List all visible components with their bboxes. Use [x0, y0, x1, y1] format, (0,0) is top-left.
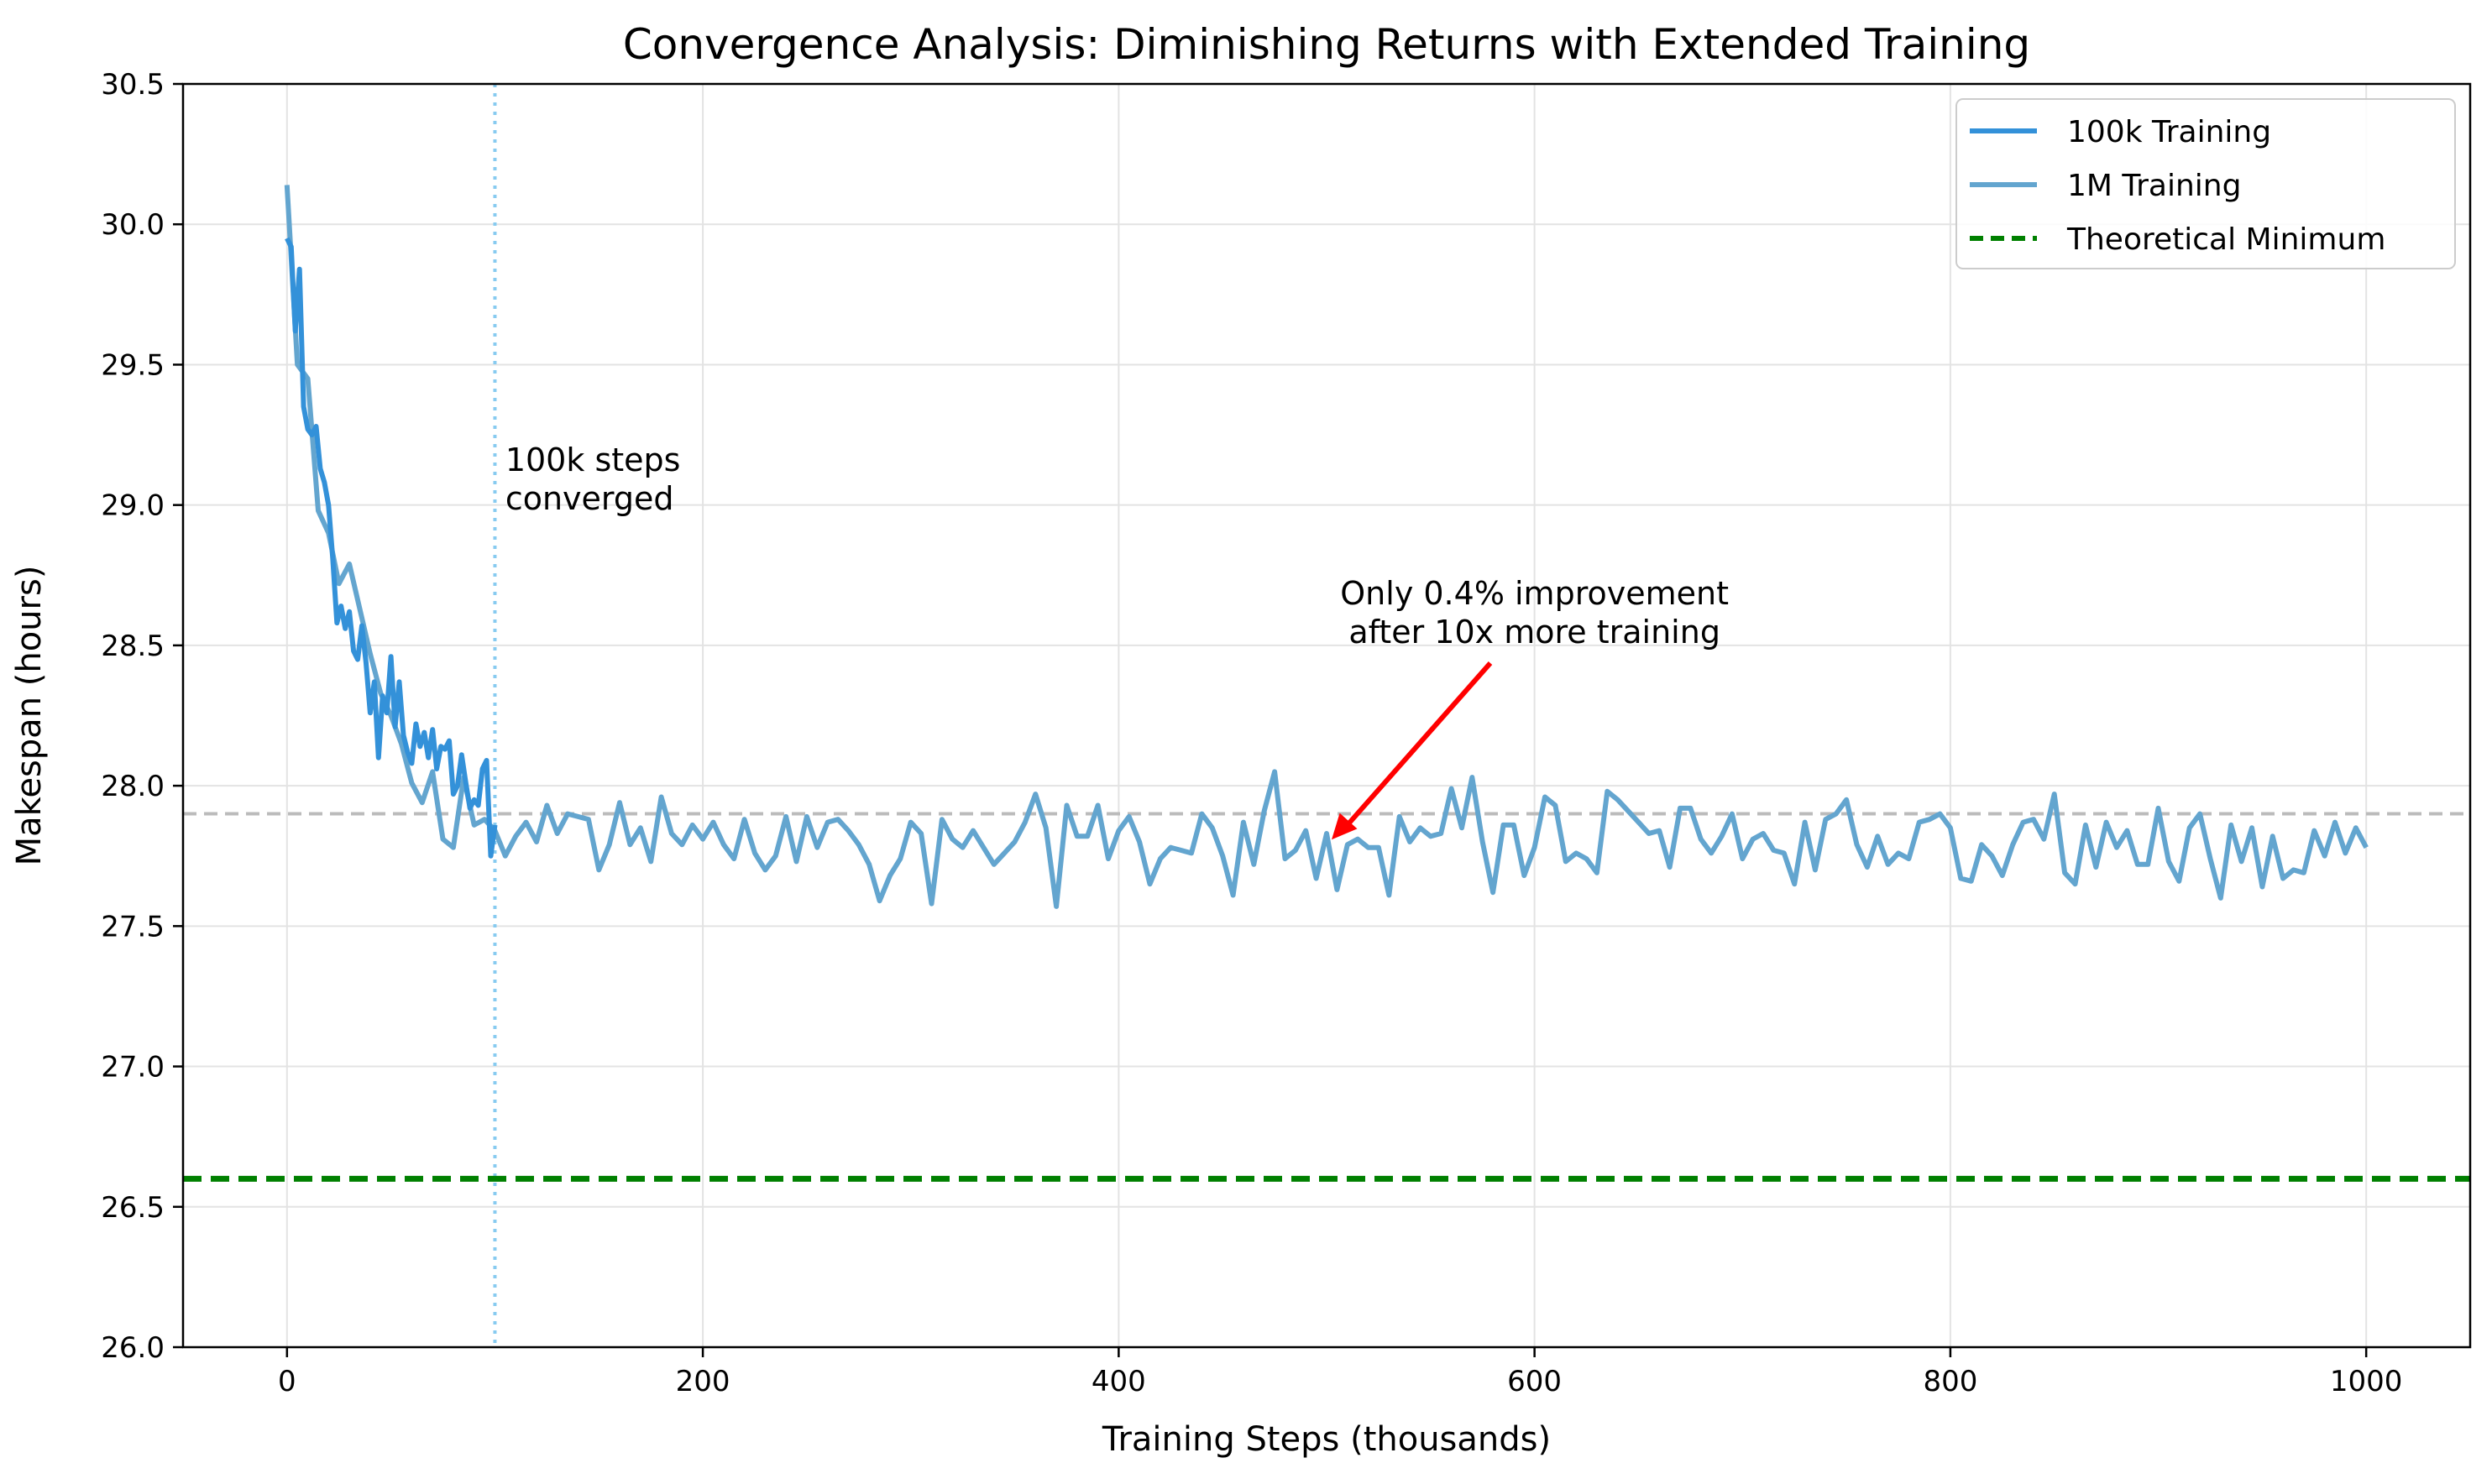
y-tick-label: 30.0	[101, 208, 165, 242]
x-tick-label: 600	[1507, 1365, 1562, 1398]
y-tick-label: 26.5	[101, 1191, 165, 1225]
x-axis-label: Training Steps (thousands)	[1102, 1420, 1551, 1459]
y-tick-label: 27.5	[101, 910, 165, 943]
legend-item-100k-label: 100k Training	[2067, 115, 2271, 149]
series-100k-training	[285, 237, 498, 859]
y-tick-label: 28.5	[101, 630, 165, 663]
y-tick-label: 29.5	[101, 348, 165, 382]
series-1m-training	[284, 185, 2369, 909]
series-layer	[183, 185, 2470, 1182]
annotation-arrow-shaft	[1341, 661, 1493, 832]
annotation-arrow-head	[1332, 813, 1358, 840]
legend: 100k Training 1M Training Theoretical Mini…	[1955, 98, 2456, 269]
x-tick-label: 1000	[2330, 1365, 2403, 1398]
y-tick-label: 26.0	[101, 1331, 165, 1365]
x-tick-label: 800	[1923, 1365, 1977, 1398]
x-tick-label: 200	[676, 1365, 730, 1398]
annotation-improvement-line: after 10x more training	[1348, 614, 1720, 651]
annotation-improvement-line: Only 0.4% improvement	[1340, 575, 1729, 612]
legend-box	[1955, 98, 2456, 269]
grid	[183, 83, 2470, 1348]
y-tick-label: 28.0	[101, 770, 165, 803]
chart-title: Convergence Analysis: Diminishing Return…	[623, 20, 2030, 69]
x-tick-label: 400	[1092, 1365, 1146, 1398]
y-tick-label: 29.0	[101, 489, 165, 523]
ticks: 0 200 400 600 800 1000 26.0 26.5 27.0 27.5 28.0 28.…	[101, 68, 2402, 1398]
legend-item-theoretical-minimum-label: Theoretical Minimum	[2066, 222, 2385, 257]
reference-lines	[183, 84, 2470, 1347]
y-tick-label: 27.0	[101, 1051, 165, 1084]
annotation-converged-line: 100k steps	[505, 442, 681, 478]
x-tick-label: 0	[278, 1365, 296, 1398]
legend-item-1m-label: 1M Training	[2067, 169, 2241, 203]
annotation-converged-line: converged	[505, 480, 674, 517]
plot-frame	[181, 82, 2472, 1349]
y-tick-label: 30.5	[101, 68, 165, 102]
y-axis-label: Makespan (hours)	[10, 566, 49, 866]
